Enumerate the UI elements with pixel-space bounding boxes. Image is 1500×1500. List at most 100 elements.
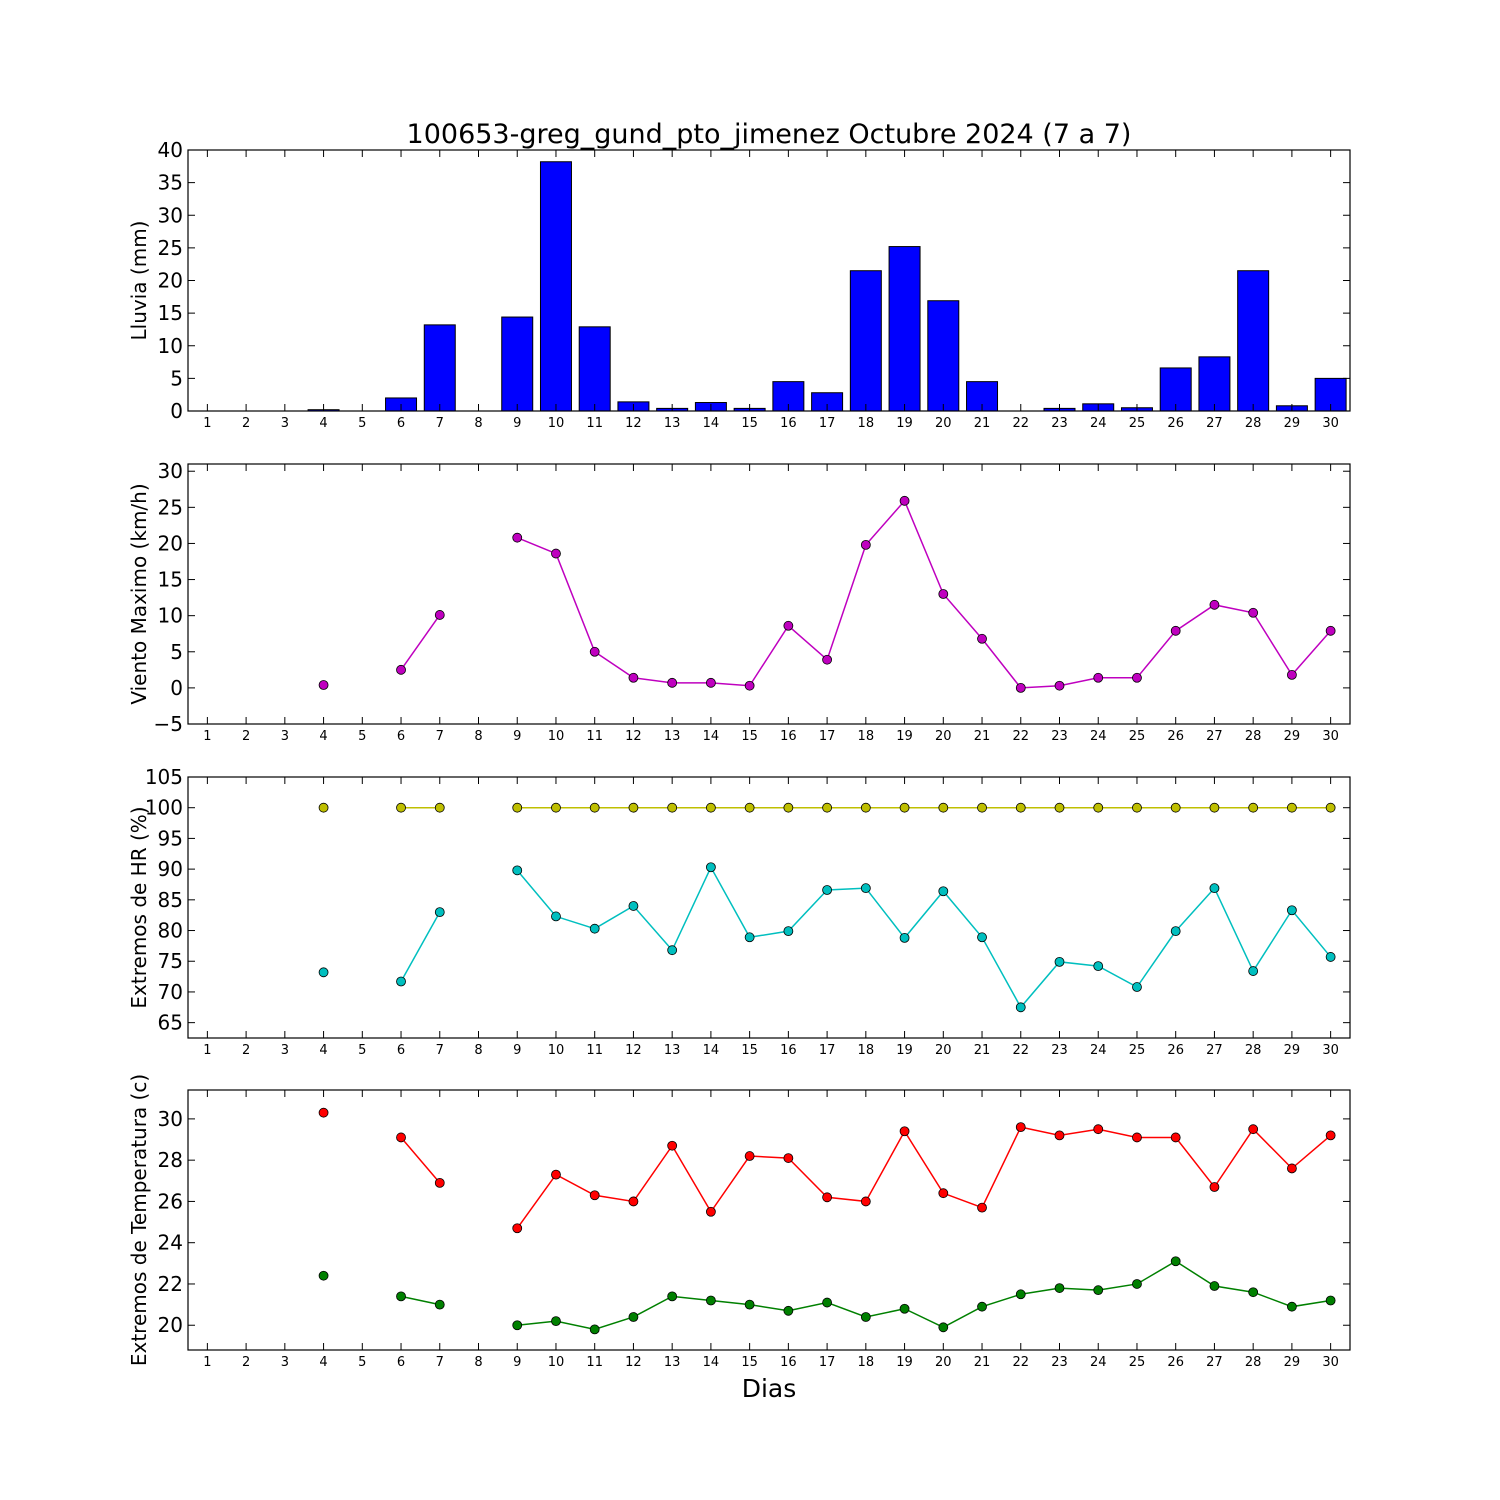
x-tick-label: 12 (625, 1043, 642, 1058)
x-tick-label: 28 (1245, 416, 1262, 431)
wind-series-1-point (1209, 599, 1220, 610)
y-tick-label: 75 (158, 949, 183, 973)
x-tick-label: 27 (1206, 1043, 1223, 1058)
x-tick-label: 2 (242, 416, 250, 431)
hr-series-1-point (667, 802, 678, 813)
y-tick-label: 24 (158, 1231, 183, 1255)
x-tick-label: 27 (1206, 416, 1223, 431)
temp-series-1-point (1132, 1132, 1142, 1143)
x-tick-label: 19 (896, 416, 913, 431)
x-tick-label: 5 (358, 416, 366, 431)
y-tick-label: 28 (158, 1148, 183, 1172)
x-tick-label: 9 (513, 416, 521, 431)
hr-series-2-point (706, 862, 716, 873)
temp-series-2-point (860, 1312, 871, 1322)
temp-series-1-point (1287, 1163, 1297, 1174)
y-tick-label: 25 (158, 236, 183, 260)
x-tick-label: 26 (1167, 416, 1184, 431)
temp-series-2-point (977, 1301, 987, 1312)
wind-series-1-point (1170, 625, 1181, 636)
x-tick-label: 21 (974, 416, 991, 431)
x-tick-label: 23 (1051, 416, 1068, 431)
temp-series-1-point (396, 1132, 406, 1143)
x-tick-label: 8 (474, 1043, 482, 1058)
hr-y-axis-label: Extremos de HR (%) (127, 806, 151, 1008)
x-tick-label: 24 (1090, 1355, 1107, 1370)
y-tick-label: 22 (158, 1272, 183, 1296)
temp-series-2-point (434, 1299, 445, 1310)
x-tick-label: 23 (1051, 729, 1068, 744)
wind-axes-frame (187, 463, 1351, 725)
wind-series-1-point (938, 589, 949, 599)
wind-series-1-point (783, 620, 794, 631)
temp-series-2-point (938, 1322, 949, 1333)
temp-series-1-line (516, 1126, 1332, 1229)
temp-series-1-point (1093, 1124, 1104, 1135)
x-tick-label: 8 (474, 729, 482, 744)
x-tick-label: 6 (397, 1355, 405, 1370)
temp-series-1-point (1054, 1130, 1065, 1141)
x-tick-label: 14 (703, 729, 720, 744)
y-tick-label: 15 (158, 301, 183, 325)
x-tick-label: 9 (513, 1355, 521, 1370)
hr-series-1-point (551, 802, 561, 813)
hr-series-1-point (1170, 802, 1181, 813)
rain-bar (1198, 356, 1231, 412)
rain-bar (849, 270, 882, 412)
y-tick-label: 100 (145, 796, 183, 820)
hr-series-2-point (1248, 966, 1259, 976)
x-tick-label: 10 (548, 1355, 565, 1370)
x-tick-label: 10 (548, 416, 565, 431)
wind-series-1-line (516, 499, 1332, 689)
temp-series-2-point (1015, 1289, 1026, 1300)
temp-series-2-point (899, 1303, 910, 1314)
rain-bar (1237, 270, 1270, 412)
wind-series-1-point (1015, 682, 1026, 693)
x-tick-label: 9 (513, 1043, 521, 1058)
rain-bar (1159, 367, 1192, 412)
y-tick-label: 65 (158, 1011, 183, 1035)
hr-series-1-point (318, 802, 329, 813)
hr-series-1-point (1248, 802, 1259, 813)
x-tick-label: 10 (548, 729, 565, 744)
x-tick-label: 11 (586, 1355, 603, 1370)
x-tick-label: 30 (1322, 1043, 1339, 1058)
x-tick-label: 19 (896, 1355, 913, 1370)
hr-series-2-point (1325, 952, 1336, 962)
x-tick-label: 25 (1129, 1355, 1146, 1370)
y-tick-label: 30 (158, 459, 183, 483)
temp-series-1-line (400, 1136, 441, 1184)
hr-series-1-point (706, 802, 716, 813)
wind-series-1-point (1325, 625, 1336, 636)
x-tick-label: 22 (1012, 1355, 1029, 1370)
x-tick-label: 8 (474, 1355, 482, 1370)
x-tick-label: 12 (625, 729, 642, 744)
hr-series-1-point (822, 802, 832, 813)
x-tick-label: 28 (1245, 1043, 1262, 1058)
x-tick-label: 25 (1129, 729, 1146, 744)
y-tick-label: 40 (158, 138, 183, 162)
temp-series-1-point (1170, 1132, 1181, 1143)
x-tick-label: 4 (319, 416, 327, 431)
temp-y-axis-label: Extremos de Temperatura (c) (127, 1074, 151, 1366)
x-tick-label: 7 (436, 1355, 444, 1370)
rain-y-axis-label: Lluvia (mm) (127, 221, 151, 341)
hr-series-2-point (667, 945, 678, 956)
wind-series-1-point (1248, 607, 1259, 618)
x-tick-label: 30 (1322, 729, 1339, 744)
hr-series-2-point (434, 907, 445, 918)
hr-series-1-point (938, 802, 949, 813)
x-tick-label: 3 (281, 729, 289, 744)
wind-y-axis-label: Viento Maximo (km/h) (127, 483, 151, 704)
hr-series-1-point (512, 802, 523, 813)
y-tick-label: 26 (158, 1189, 183, 1213)
hr-series-2-point (1015, 1002, 1026, 1013)
wind-series-1-line (400, 614, 441, 671)
x-tick-label: 6 (397, 1043, 405, 1058)
temp-series-2-point (1132, 1279, 1142, 1289)
x-tick-label: 22 (1012, 729, 1029, 744)
x-tick-label: 3 (281, 1355, 289, 1370)
wind-series-1-point (977, 633, 987, 644)
y-tick-label: 20 (158, 1313, 183, 1337)
hr-series-1-point (744, 802, 755, 813)
